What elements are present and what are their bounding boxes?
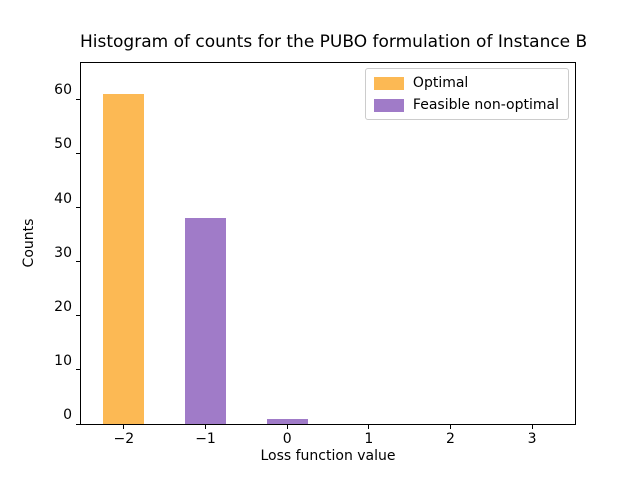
- legend-label: Optimal: [412, 75, 469, 91]
- x-tick-label: 3: [527, 431, 537, 447]
- x-tick-label: 1: [364, 431, 374, 447]
- legend-entry-1: Feasible non-optimal: [373, 97, 559, 113]
- bar-series1-x0: [266, 418, 308, 424]
- y-tick-mark: [76, 152, 81, 154]
- x-tick-mark: [286, 424, 288, 429]
- y-axis-label: Counts: [21, 218, 37, 268]
- y-tick-mark: [76, 207, 81, 209]
- y-tick-mark: [76, 423, 81, 425]
- y-tick-label: 0: [63, 407, 72, 423]
- y-tick-mark: [76, 261, 81, 263]
- legend-label: Feasible non-optimal: [412, 97, 559, 113]
- y-tick-label: 10: [54, 352, 72, 369]
- x-tick-label: −2: [113, 431, 135, 447]
- x-tick-mark: [449, 424, 451, 429]
- y-tick-label: 20: [54, 298, 72, 315]
- x-tick-mark: [368, 424, 370, 429]
- chart-title: Histogram of counts for the PUBO formula…: [80, 32, 588, 52]
- x-axis-label: Loss function value: [260, 448, 396, 464]
- bar-series0-x-2: [103, 93, 145, 424]
- x-tick-mark: [531, 424, 533, 429]
- y-tick-label: 60: [54, 82, 72, 99]
- legend-swatch-icon: [373, 76, 404, 90]
- y-tick-label: 30: [54, 244, 72, 261]
- y-tick-label: 40: [54, 190, 72, 207]
- legend-swatch-icon: [373, 98, 404, 112]
- x-tick-label: 0: [282, 431, 292, 447]
- y-tick-mark: [76, 315, 81, 317]
- y-tick-mark: [76, 369, 81, 371]
- y-tick-label: 50: [54, 136, 72, 153]
- y-tick-mark: [76, 98, 81, 100]
- bar-series1-x-1: [185, 218, 226, 424]
- legend: Optimal Feasible non-optimal: [364, 68, 569, 120]
- x-tick-label: 2: [446, 431, 455, 447]
- legend-entry-0: Optimal: [373, 75, 559, 91]
- x-tick-mark: [123, 424, 125, 429]
- plot-area: Optimal Feasible non-optimal −2 −1 0 1 2 3 0 10 2…: [54, 62, 576, 447]
- x-tick-label: −1: [195, 431, 216, 447]
- x-tick-mark: [205, 424, 207, 429]
